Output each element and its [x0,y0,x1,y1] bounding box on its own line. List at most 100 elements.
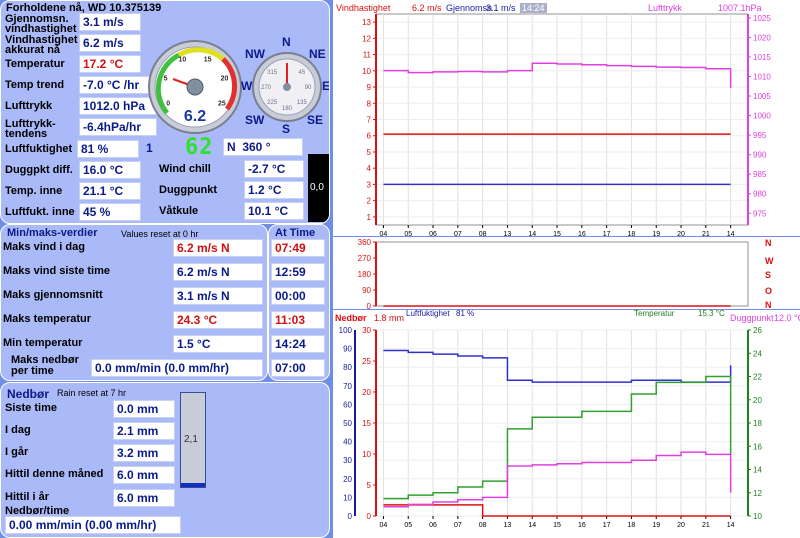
top-right-tick-label: 1020 [753,33,771,42]
at-time-title: At Time [275,227,316,239]
bottom-series-dewpoint [383,451,732,508]
compass-e: E [322,79,330,93]
top-mid-title: Gjennomsn [446,3,493,13]
minmax-time: 14:24 [271,335,325,353]
top-right-tick-label: 1010 [753,73,771,82]
top-left-value: 6.2 m/s [412,3,442,13]
top-mid-value: 3.1 m/s [486,3,516,13]
bottom-x-tick-label: 07 [454,522,462,529]
bottom-left-tick-label: 50 [343,419,352,428]
bottom-right-tick-label: 24 [753,349,762,358]
mid-plot-frame [375,241,749,307]
minmax-time: 12:59 [271,263,325,281]
top-right-tick-label: 980 [753,190,767,199]
compass-degree-label: 135 [297,100,308,106]
bottom-dew-title: Duggpunkt [730,313,774,323]
rain-gauge [180,392,206,488]
compass-se: SE [307,113,324,127]
rain-value: 6.0 mm [113,466,175,484]
current-row-label: Luftfuktighet [5,143,73,155]
top-right-title: Lufttrykk [648,3,683,13]
bottom-mid-tick-label: 25 [362,357,371,366]
minmax-label: Maks gjennomsnitt [3,289,103,301]
bottom-left-tick-label: 70 [343,382,352,391]
bottom-left-tick-label: 20 [343,475,352,484]
current-row-value: 6.2 m/s [79,34,141,52]
compass-n: N [282,35,291,49]
bottom-hum-title: Luftfuktighet [406,309,450,318]
top-left-tick-label: 5 [367,148,372,157]
bottom-temp-title: Temperatur [634,309,675,318]
top-right-tick-label: 995 [753,131,767,140]
direction-letter: N [765,238,772,248]
top-x-tick-label: 21 [702,231,710,238]
rain-value: 0.0 mm [113,400,175,418]
bottom-left-tick-label: 40 [343,438,352,447]
minmax-label: Maks temperatur [3,313,92,325]
top-x-tick-label: 17 [603,231,611,238]
mid-tick-label: 270 [358,254,372,263]
bottom-right-tick-label: 20 [753,396,762,405]
rain-label: Hittil i år [5,491,50,503]
top-x-tick-label: 05 [404,231,412,238]
bottom-hum-value: 81 % [456,309,475,318]
compass-degree-label: 315 [267,70,278,76]
wind-chill-value: -2.7 °C [244,160,304,178]
gauge-tick-label: 25 [218,101,226,108]
wind-direction-value: N 360 ° [223,138,303,156]
minmax-value: 0.0 mm/min (0.0 mm/hr) [91,359,263,377]
bottom-x-tick-label: 04 [380,522,388,529]
top-left-tick-label: 3 [367,180,372,189]
wind-direction-compass: 45 90 135 180 225 270 315 [252,52,322,122]
green-digit-display: 62 [185,135,214,160]
current-row-value: 16.0 °C [79,161,141,179]
bottom-left-value: 1.8 mm [374,313,405,323]
rain-title: Nedbør [7,387,49,401]
rain-label: I dag [5,424,31,436]
bottom-left-tick-label: 10 [343,493,352,502]
current-row-value: 3.1 m/s [79,13,141,31]
bottom-left-tick-label: 100 [339,326,353,335]
gauge-tick-label: 15 [204,57,212,64]
compass-sw: SW [245,113,265,127]
minmax-time: 11:03 [271,311,325,329]
bottom-x-tick-label: 20 [677,522,685,529]
bottom-x-tick-label: 14 [528,522,536,529]
mid-tick-label: 90 [362,286,371,295]
bottom-left-tick-label: 0 [348,512,353,521]
wetbulb-value: 10.1 °C [244,202,304,220]
current-row-value: 17.2 °C [79,55,141,73]
bottom-dew-value: 12.0 °C [774,313,800,323]
gauge-tick-label: 0 [166,101,170,108]
rain-rate-label: Nedbør/time [5,505,70,517]
mid-tick-label: 0 [367,302,372,311]
bottom-x-tick-label: 16 [578,522,586,529]
minmax-label: Maks vind i dag [3,241,85,253]
minmax-note: Values reset at 0 hr [121,229,199,239]
current-row-label: Gjennomsn. vindhastighet [5,13,77,35]
bottom-right-tick-label: 12 [753,489,762,498]
current-row-value: 1012.0 hPa [79,97,157,115]
top-left-tick-label: 6 [367,132,372,141]
speed-gauge-readout: 6.2 [184,108,206,125]
bottom-mid-tick-label: 20 [362,388,371,397]
bottom-right-tick-label: 10 [753,512,762,521]
bottom-temp-value: 15.3 °C [698,309,725,318]
top-left-tick-label: 8 [367,99,372,108]
current-row-label: Temp trend [5,79,65,91]
minmax-label: Maks nedbør per time [11,354,79,377]
bottom-left-tick-label: 60 [343,400,352,409]
direction-letter: O [765,286,773,296]
bottom-mid-tick-label: 30 [362,326,371,335]
top-right-value: 1007.1hPa [718,3,762,13]
wetbulb-label: Våtkule [159,205,199,217]
gauge-tick-label: 20 [221,75,229,82]
bottom-left-tick-label: 90 [343,345,352,354]
compass-nw: NW [245,47,265,61]
top-left-tick-label: 13 [362,18,371,27]
top-x-tick-label: 14 [727,231,735,238]
bottom-x-tick-label: 06 [429,522,437,529]
current-row-label: Lufttrykk [5,100,53,112]
top-x-tick-label: 13 [504,231,512,238]
top-right-tick-label: 1015 [753,53,771,62]
